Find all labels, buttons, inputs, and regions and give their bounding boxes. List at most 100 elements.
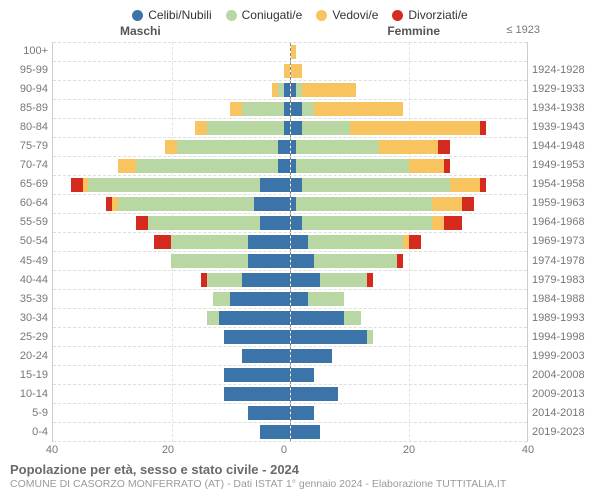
- bar-segment: [291, 235, 309, 249]
- legend-swatch: [226, 10, 237, 21]
- bar-segment: [224, 368, 289, 382]
- bar-segment: [314, 102, 403, 116]
- chart-area: Fasce di età 100+95-9990-9485-8980-8475-…: [8, 42, 592, 442]
- bar-segment: [207, 311, 219, 325]
- legend-swatch: [316, 10, 327, 21]
- bar-segment: [291, 349, 332, 363]
- year-label: 1979-1983: [532, 271, 592, 290]
- bar-segment: [291, 273, 321, 287]
- age-label: 20-24: [8, 347, 48, 366]
- age-label: 90-94: [8, 80, 48, 99]
- year-label: 2009-2013: [532, 385, 592, 404]
- bar-segment: [291, 64, 303, 78]
- pyramid-row: [53, 233, 527, 252]
- legend-swatch: [132, 10, 143, 21]
- bar-segment: [171, 254, 248, 268]
- bar-segment: [278, 159, 290, 173]
- bar-segment: [291, 330, 368, 344]
- year-label: 1974-1978: [532, 252, 592, 271]
- bar-segment: [314, 254, 397, 268]
- bar-segment: [118, 159, 136, 173]
- bar-segment: [302, 178, 450, 192]
- bar-segment: [308, 292, 343, 306]
- bar-segment: [71, 178, 83, 192]
- bar-segment: [224, 330, 289, 344]
- bar-segment: [88, 178, 259, 192]
- bar-segment: [242, 273, 289, 287]
- chart-container: Celibi/NubiliConiugati/eVedovi/eDivorzia…: [0, 0, 600, 500]
- legend-label: Divorziati/e: [408, 8, 467, 22]
- header-females: Femmine: [387, 24, 440, 38]
- bar-segment: [367, 273, 373, 287]
- age-label: 15-19: [8, 366, 48, 385]
- bar-segment: [148, 216, 260, 230]
- plot: [52, 42, 528, 442]
- pyramid-row: [53, 138, 527, 157]
- pyramid-row: [53, 366, 527, 385]
- bar-segment: [291, 406, 315, 420]
- year-label: 1984-1988: [532, 290, 592, 309]
- legend: Celibi/NubiliConiugati/eVedovi/eDivorzia…: [0, 0, 600, 24]
- bar-segment: [136, 159, 278, 173]
- age-label: 5-9: [8, 404, 48, 423]
- year-label: 2019-2023: [532, 423, 592, 442]
- age-label: 85-89: [8, 99, 48, 118]
- age-label: 70-74: [8, 156, 48, 175]
- pyramid-row: [53, 100, 527, 119]
- bar-segment: [409, 159, 444, 173]
- bar-segment: [219, 311, 290, 325]
- legend-swatch: [392, 10, 403, 21]
- bar-segment: [291, 178, 303, 192]
- bar-segment: [302, 216, 432, 230]
- bar-segment: [480, 178, 486, 192]
- pyramid-row: [53, 195, 527, 214]
- pyramid-row: [53, 385, 527, 404]
- bar-segment: [195, 121, 207, 135]
- year-label: [532, 42, 592, 61]
- chart-subtitle: COMUNE DI CASORZO MONFERRATO (AT) - Dati…: [10, 478, 590, 490]
- year-label: 1964-1968: [532, 213, 592, 232]
- bar-segment: [291, 102, 303, 116]
- pyramid-row: [53, 328, 527, 347]
- bar-rows: [53, 42, 527, 442]
- bar-segment: [308, 235, 403, 249]
- pyramid-row: [53, 309, 527, 328]
- bar-segment: [397, 254, 403, 268]
- bar-segment: [213, 292, 231, 306]
- bar-segment: [171, 235, 248, 249]
- bar-segment: [296, 159, 408, 173]
- bar-segment: [260, 178, 290, 192]
- x-tick: 0: [281, 444, 287, 456]
- bar-segment: [367, 330, 373, 344]
- bar-segment: [350, 121, 480, 135]
- age-label: 40-44: [8, 271, 48, 290]
- x-tick: 20: [162, 444, 174, 456]
- age-label: 55-59: [8, 213, 48, 232]
- legend-label: Coniugati/e: [242, 8, 303, 22]
- year-label: 1949-1953: [532, 156, 592, 175]
- bar-segment: [248, 406, 289, 420]
- x-ticks-left: 40200: [52, 444, 290, 456]
- year-label: 1989-1993: [532, 309, 592, 328]
- age-label: 75-79: [8, 137, 48, 156]
- bar-segment: [260, 425, 290, 439]
- x-ticks: 40200 2040: [8, 444, 592, 456]
- chart-title: Popolazione per età, sesso e stato civil…: [10, 462, 590, 477]
- pyramid-row: [53, 423, 527, 442]
- bar-segment: [302, 121, 349, 135]
- bar-segment: [291, 45, 297, 59]
- bar-segment: [344, 311, 362, 325]
- pyramid-row: [53, 271, 527, 290]
- year-label: 2004-2008: [532, 366, 592, 385]
- bar-segment: [207, 273, 242, 287]
- age-label: 100+: [8, 42, 48, 61]
- bar-segment: [230, 102, 242, 116]
- x-ticks-right: 2040: [290, 444, 528, 456]
- age-label: 50-54: [8, 232, 48, 251]
- legend-item: Coniugati/e: [226, 8, 303, 22]
- age-label: 80-84: [8, 118, 48, 137]
- year-label: 1999-2003: [532, 347, 592, 366]
- bar-segment: [291, 254, 315, 268]
- bar-segment: [409, 235, 421, 249]
- header-males: Maschi: [120, 24, 161, 38]
